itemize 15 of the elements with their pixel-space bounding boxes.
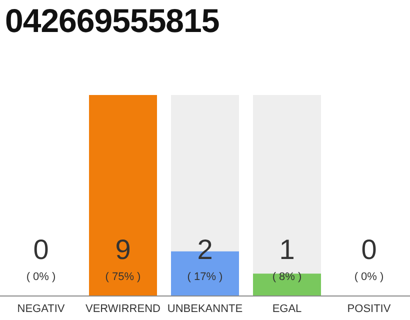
annotation: ( 0% ) bbox=[25, 270, 57, 284]
data-label: 9 bbox=[114, 234, 132, 266]
data-label: 0 bbox=[32, 234, 50, 266]
x-tick-label: NEGATIV bbox=[17, 302, 66, 315]
data-label: 1 bbox=[278, 234, 296, 266]
annotation: ( 17% ) bbox=[186, 270, 224, 284]
x-tick-label: POSITIV bbox=[347, 302, 392, 315]
annotation: ( 8% ) bbox=[271, 270, 303, 284]
chart-title: 042669555815 bbox=[5, 2, 220, 40]
annotation: ( 0% ) bbox=[353, 270, 385, 284]
x-tick-label: VERWIRREND bbox=[86, 302, 161, 315]
data-label: 0 bbox=[360, 234, 378, 266]
x-tick-label: EGAL bbox=[272, 302, 302, 315]
annotation: ( 75% ) bbox=[104, 270, 142, 284]
x-tick-label: UNBEKANNTE bbox=[167, 302, 243, 315]
